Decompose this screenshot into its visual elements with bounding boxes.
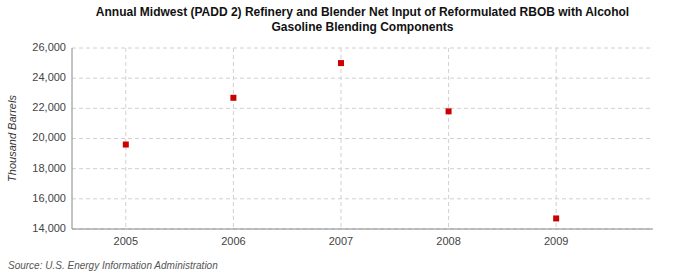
y-grid-line xyxy=(72,108,653,109)
x-grid-line xyxy=(340,48,341,229)
points xyxy=(123,60,559,221)
y-grid-line xyxy=(72,78,653,79)
y-tick-label: 18,000 xyxy=(32,162,66,174)
x-tick-label: 2008 xyxy=(436,235,460,247)
x-grid-line xyxy=(233,48,234,229)
point xyxy=(446,108,452,114)
x-grid-line xyxy=(448,48,449,229)
y-axis-label: Thousand Barrels xyxy=(6,95,18,182)
point xyxy=(553,215,559,221)
y-tick-label: 16,000 xyxy=(32,192,66,204)
x-grid-line xyxy=(556,48,557,229)
y-grid-line xyxy=(72,48,653,49)
chart: 14,000 16,000 18,000 20,000 22,000 24,000 26,0… xyxy=(0,0,675,275)
y-tick-label: 26,000 xyxy=(32,41,66,53)
point xyxy=(123,142,129,148)
source: Source: U.S. Energy Information Administ… xyxy=(8,260,218,271)
y-tick-label: 24,000 xyxy=(32,71,66,83)
x-tick-label: 2007 xyxy=(329,235,353,247)
y-axis-line xyxy=(72,48,73,229)
y-grid-line xyxy=(72,229,653,230)
y-grid-line xyxy=(72,138,653,139)
grid xyxy=(72,48,653,229)
y-tick-label: 22,000 xyxy=(32,101,66,113)
y-tick-label: 14,000 xyxy=(32,222,66,234)
point xyxy=(230,95,236,101)
x-axis-line xyxy=(72,229,653,230)
title-line: Gasoline Blending Components xyxy=(271,20,453,34)
x-tick-label: 2005 xyxy=(114,235,138,247)
title-line: Annual Midwest (PADD 2) Refinery and Ble… xyxy=(96,5,629,19)
x-tick-label: 2009 xyxy=(544,235,568,247)
title: Annual Midwest (PADD 2) Refinery and Ble… xyxy=(96,5,629,34)
y-tick-label: 20,000 xyxy=(32,131,66,143)
y-grid-line xyxy=(72,168,653,169)
x-grid-line xyxy=(125,48,126,229)
y-grid-line xyxy=(72,198,653,199)
x-tick-label: 2006 xyxy=(221,235,245,247)
point xyxy=(338,60,344,66)
